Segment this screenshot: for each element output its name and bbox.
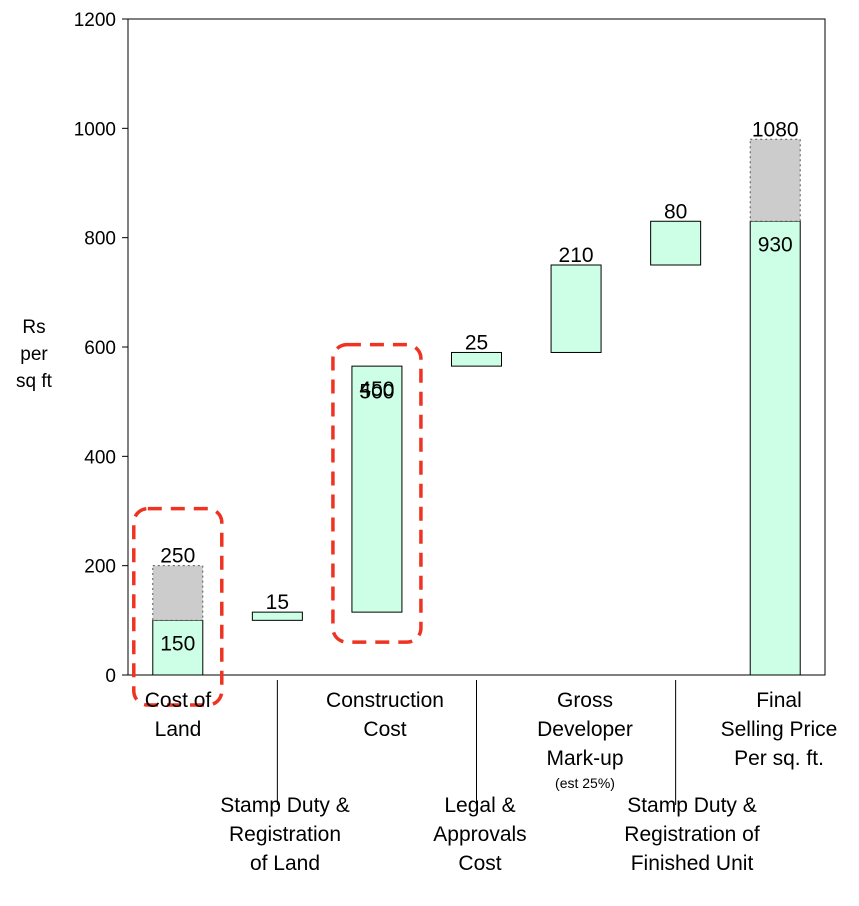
category-label-line: Stamp Duty & [627,794,757,817]
y-axis-label-line: Rs [22,317,46,338]
y-tick-label: 800 [84,229,116,250]
data-label: 250 [160,545,195,568]
data-label: 930 [758,233,793,256]
data-label: 150 [160,632,195,655]
category-label-stamp-duty-unit: Stamp Duty & Registration of Finished Un… [592,791,792,878]
y-axis-label-line: sq ft [16,371,52,392]
data-label: 80 [664,200,687,223]
category-label-developer-markup: Gross Developer Mark-up (est 25%) [520,686,650,793]
category-label-line: Selling Price [720,718,838,741]
data-label: 450 [359,378,394,401]
y-tick-label: 200 [84,557,116,578]
data-label: 25 [465,331,488,354]
category-label-line: Cost [458,852,502,875]
bar [451,351,502,367]
category-label-line: Final [756,689,802,712]
bar-range [749,138,801,222]
bar [251,611,303,621]
category-label-line: Cost of [144,689,212,712]
y-axis-label: Rs per sq ft [8,314,60,395]
category-label-line: Stamp Duty & [220,794,350,817]
y-tick-label: 1000 [74,119,116,140]
bar [650,220,702,266]
highlight-box [331,342,423,644]
bar [351,365,403,613]
category-label-final-price: Final Selling Price Per sq. ft. [704,686,854,773]
y-tick-label: 0 [105,666,116,687]
bar [550,264,602,353]
category-label-legal-approvals: Legal & Approvals Cost [420,791,540,878]
category-label-stamp-duty-land: Stamp Duty & Registration of Land [190,791,380,878]
highlight-box [132,506,224,707]
data-label: 15 [266,591,289,614]
y-tick-label: 1200 [74,10,116,31]
category-label-note: (est 25%) [555,775,615,791]
category-label-line: Construction [326,689,444,712]
data-label: 210 [559,244,594,267]
data-label: 1080 [752,118,799,141]
bar [152,619,204,676]
bar-range [152,565,204,621]
category-label-line: Cost [363,718,407,741]
y-axis-label-line: per [20,344,48,365]
bar [749,220,801,676]
category-label-line: Land [154,718,202,741]
category-label-line: Developer [537,718,633,741]
data-label: 500 [359,381,394,404]
category-label-line: Legal & [444,794,516,817]
category-label-line: Gross [556,689,613,712]
category-label-line: Registration of [624,823,760,846]
category-label-construction-cost: Construction Cost [290,686,480,744]
category-label-line: Approvals [433,823,527,846]
y-tick-label: 600 [84,338,116,359]
category-label-line: of Land [249,852,321,875]
category-label-line: Mark-up [546,747,624,770]
y-tick-label: 400 [84,447,116,468]
category-label-line: Registration [228,823,342,846]
category-label-line: Per sq. ft. [734,747,824,770]
category-label-cost-of-land: Cost of Land [118,686,238,744]
category-label-line: Finished Unit [630,852,754,875]
